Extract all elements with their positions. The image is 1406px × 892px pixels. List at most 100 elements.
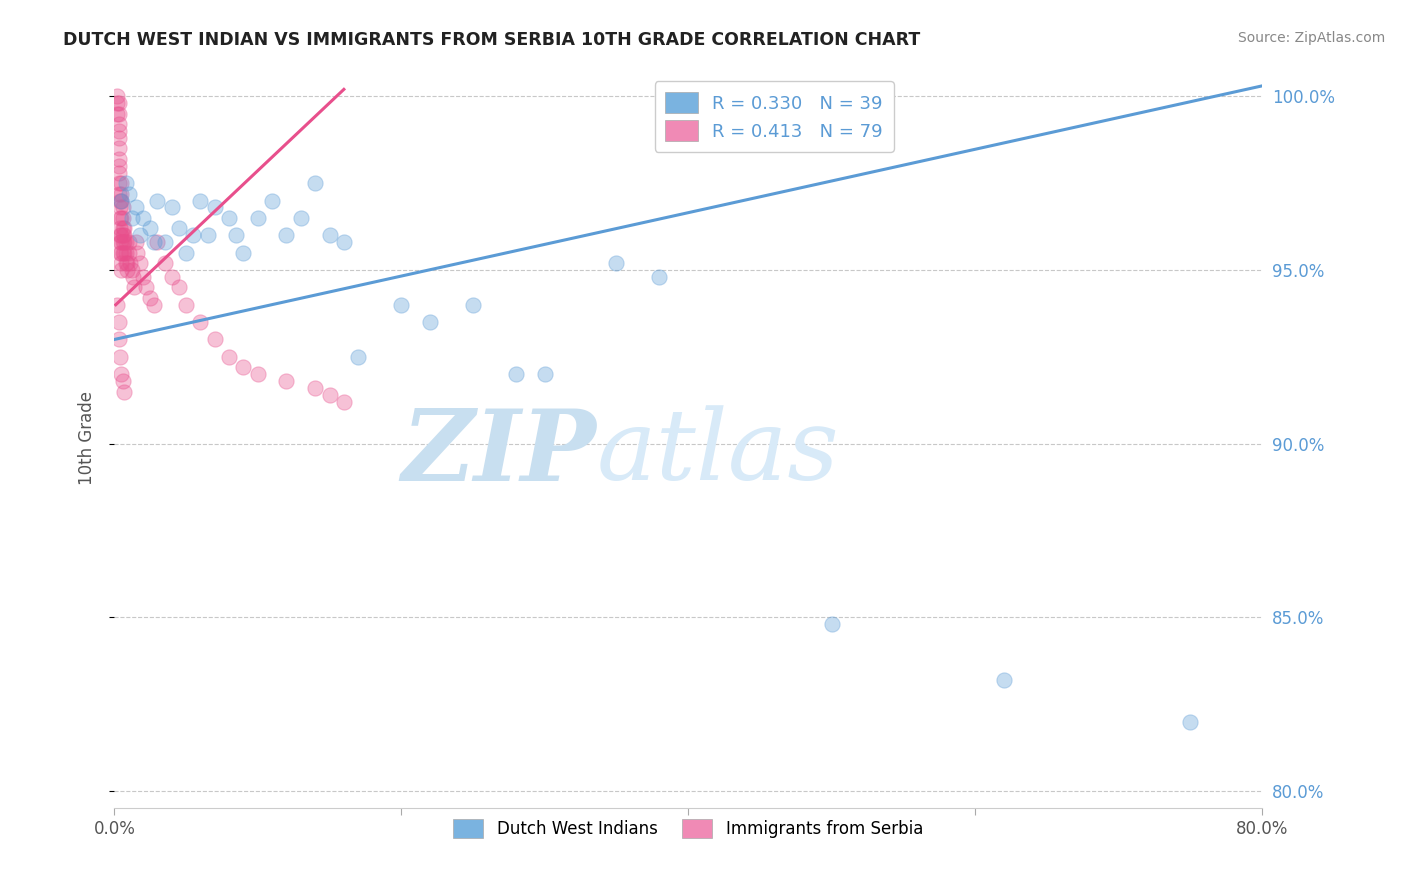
Point — [110, 228, 132, 243]
Point — [122, 269, 145, 284]
Point — [197, 228, 219, 243]
Point — [107, 315, 129, 329]
Point — [107, 124, 129, 138]
Point — [232, 245, 254, 260]
Point — [820, 617, 842, 632]
Point — [124, 280, 146, 294]
Point — [105, 96, 128, 111]
Point — [333, 395, 356, 409]
Y-axis label: 10th Grade: 10th Grade — [79, 392, 96, 485]
Point — [135, 280, 157, 294]
Point — [105, 106, 128, 120]
Point — [153, 235, 176, 250]
Point — [125, 201, 148, 215]
Point — [114, 235, 136, 250]
Point — [533, 368, 555, 382]
Point — [605, 256, 627, 270]
Point — [167, 280, 190, 294]
Point — [110, 194, 132, 208]
Point — [174, 245, 197, 260]
Point — [304, 176, 326, 190]
Point — [232, 360, 254, 375]
Point — [129, 228, 152, 243]
Point — [114, 256, 136, 270]
Point — [127, 245, 149, 260]
Point — [132, 269, 155, 284]
Point — [107, 106, 129, 120]
Point — [139, 291, 162, 305]
Point — [146, 194, 169, 208]
Point — [107, 96, 129, 111]
Point — [246, 368, 269, 382]
Point — [111, 221, 134, 235]
Point — [107, 141, 129, 155]
Point — [143, 235, 166, 250]
Point — [120, 256, 142, 270]
Point — [118, 235, 141, 250]
Point — [108, 194, 131, 208]
Point — [108, 201, 131, 215]
Text: ZIP: ZIP — [401, 405, 596, 501]
Text: Source: ZipAtlas.com: Source: ZipAtlas.com — [1237, 31, 1385, 45]
Point — [218, 350, 240, 364]
Point — [105, 89, 128, 103]
Point — [118, 186, 141, 201]
Point — [318, 388, 340, 402]
Point — [111, 235, 134, 250]
Point — [115, 256, 138, 270]
Point — [318, 228, 340, 243]
Point — [419, 315, 441, 329]
Point — [114, 176, 136, 190]
Point — [108, 350, 131, 364]
Point — [276, 228, 298, 243]
Point — [110, 194, 132, 208]
Point — [108, 221, 131, 235]
Point — [181, 228, 204, 243]
Point — [108, 211, 131, 225]
Point — [107, 176, 129, 190]
Point — [112, 245, 135, 260]
Point — [110, 245, 132, 260]
Point — [115, 263, 138, 277]
Point — [1180, 714, 1202, 729]
Point — [110, 368, 132, 382]
Point — [108, 245, 131, 260]
Point — [262, 194, 284, 208]
Point — [167, 221, 190, 235]
Point — [107, 186, 129, 201]
Point — [112, 235, 135, 250]
Point — [461, 298, 484, 312]
Point — [246, 211, 269, 225]
Point — [389, 298, 412, 312]
Point — [110, 235, 132, 250]
Point — [505, 368, 527, 382]
Point — [129, 256, 152, 270]
Point — [174, 298, 197, 312]
Point — [304, 381, 326, 395]
Point — [110, 186, 132, 201]
Point — [160, 269, 183, 284]
Point — [107, 152, 129, 166]
Point — [107, 159, 129, 173]
Point — [143, 298, 166, 312]
Text: atlas: atlas — [596, 406, 839, 501]
Point — [108, 235, 131, 250]
Point — [110, 176, 132, 190]
Point — [111, 374, 134, 388]
Point — [111, 245, 134, 260]
Point — [218, 211, 240, 225]
Point — [111, 211, 134, 225]
Point — [225, 228, 247, 243]
Point — [107, 166, 129, 180]
Point — [190, 194, 212, 208]
Point — [204, 201, 226, 215]
Point — [112, 228, 135, 243]
Point — [333, 235, 356, 250]
Point — [112, 221, 135, 235]
Point — [146, 235, 169, 250]
Point — [107, 333, 129, 347]
Point — [160, 201, 183, 215]
Point — [108, 228, 131, 243]
Point — [111, 228, 134, 243]
Point — [121, 263, 143, 277]
